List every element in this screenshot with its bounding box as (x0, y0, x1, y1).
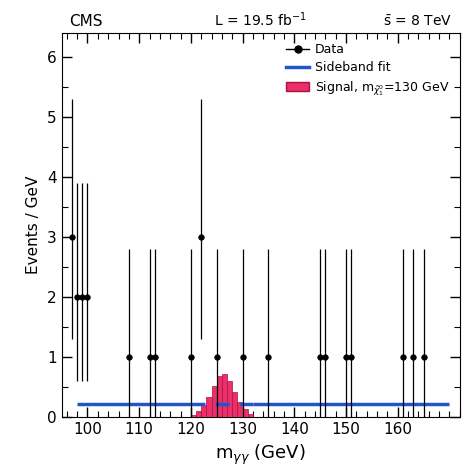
Bar (217, 376, 222, 417)
Bar (222, 374, 227, 417)
Bar (237, 401, 243, 417)
Bar (196, 411, 201, 417)
Text: CMS: CMS (70, 14, 103, 29)
Bar (211, 386, 217, 417)
Bar (248, 413, 253, 417)
Bar (191, 415, 196, 417)
Text: $\bar{\mathrm{s}}$ = 8 TeV: $\bar{\mathrm{s}}$ = 8 TeV (383, 15, 452, 29)
Bar (227, 381, 232, 417)
X-axis label: m$_{\gamma\gamma}$ (GeV): m$_{\gamma\gamma}$ (GeV) (215, 443, 306, 467)
Text: L = 19.5 fb$^{-1}$: L = 19.5 fb$^{-1}$ (214, 11, 307, 29)
Bar (206, 397, 211, 417)
Bar (201, 405, 206, 417)
Legend: Data, Sideband fit, Signal, m$_{{\tilde{{\chi}}_1^0}}$=130 GeV: Data, Sideband fit, Signal, m$_{{\tilde{… (283, 39, 454, 101)
Y-axis label: Events / GeV: Events / GeV (27, 176, 41, 274)
Bar (232, 392, 237, 417)
Bar (243, 409, 248, 417)
